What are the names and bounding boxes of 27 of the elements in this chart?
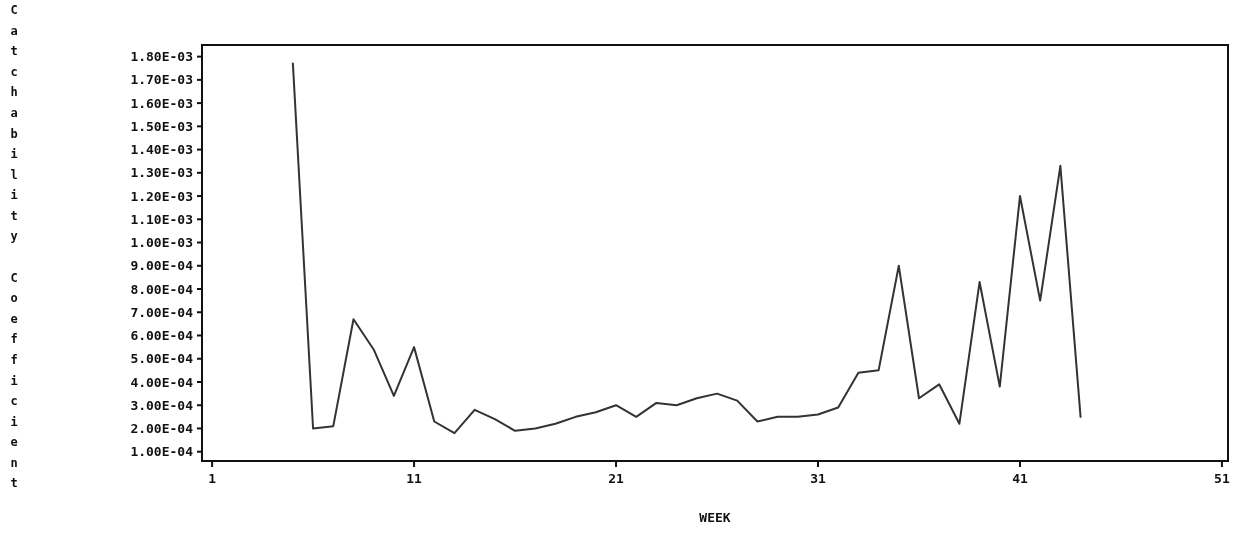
y-tick-label: 1.10E-03: [130, 211, 193, 227]
text: Catchability Coefficient: [10, 3, 18, 491]
y-tick-label: 1.20E-03: [130, 188, 193, 204]
line-series: [291, 62, 1082, 435]
y-tick-label: 5.00E-04: [130, 351, 194, 367]
y-tick-label: 1.40E-03: [130, 142, 193, 158]
x-tick-label: 51: [1214, 471, 1230, 486]
y-tick-label: 2.00E-04: [130, 421, 194, 437]
y-tick-label: 1.00E-04: [130, 444, 194, 460]
y-tick-label: 7.00E-04: [130, 304, 194, 320]
x-tick-label: 31: [810, 471, 826, 486]
y-tick-label: 9.00E-04: [130, 258, 194, 274]
x-tick-label: 1: [208, 471, 217, 486]
x-axis-title: WEEK: [699, 510, 731, 525]
x-tick-label: 41: [1012, 471, 1028, 486]
y-tick-label: 1.00E-03: [130, 235, 193, 251]
y-tick-label: 8.00E-04: [130, 281, 194, 297]
y-tick-label: 3.00E-04: [130, 397, 194, 413]
y-tick-label: 1.30E-03: [130, 165, 193, 181]
y-tick-label: 1.50E-03: [130, 118, 193, 134]
y-tick-label: 1.70E-03: [130, 72, 193, 88]
y-tick-label: 4.00E-04: [130, 374, 194, 390]
y-tick-label: 6.00E-04: [130, 328, 194, 344]
x-tick-label: 21: [608, 471, 625, 486]
x-tick-label: 11: [406, 471, 423, 486]
y-tick-label: 1.80E-03: [130, 49, 193, 65]
y-tick-label: 1.60E-03: [130, 95, 193, 111]
